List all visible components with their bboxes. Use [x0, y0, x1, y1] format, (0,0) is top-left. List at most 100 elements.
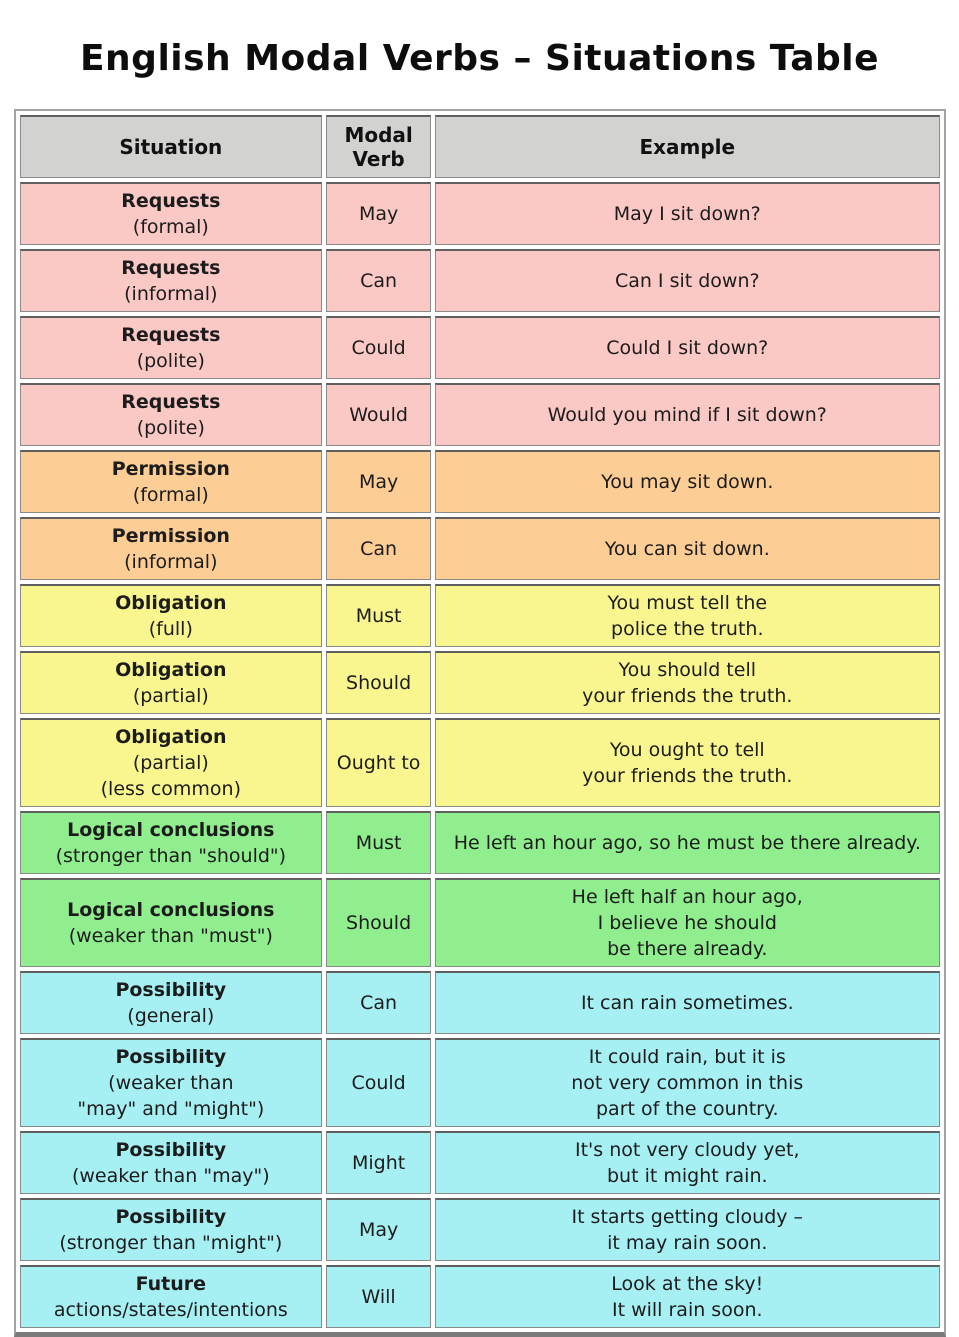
situation-label: Obligation	[115, 726, 227, 748]
situation-label: Possibility	[115, 1139, 227, 1161]
modal-verb-cell: Could	[326, 316, 432, 379]
situation-sublabel: (weaker than "may" and "might")	[77, 1072, 265, 1120]
situation-label: Requests	[121, 257, 221, 279]
example-cell: It's not very cloudy yet, but it might r…	[435, 1131, 940, 1194]
situation-sublabel: (informal)	[124, 283, 218, 305]
situation-label: Requests	[121, 324, 221, 346]
table-row: Requests (polite) Would Would you mind if I…	[19, 383, 940, 446]
situation-cell: Requests (informal)	[19, 249, 323, 312]
situation-sublabel: (polite)	[136, 350, 205, 372]
table-row: Possibility (stronger than "might") May It …	[19, 1198, 940, 1261]
modal-verb-cell: Ought to	[326, 718, 432, 807]
example-cell: It could rain, but it is not very common…	[435, 1038, 940, 1127]
header-row: Situation Modal Verb Example	[19, 115, 940, 178]
modal-verb-cell: Could	[326, 1038, 432, 1127]
situation-label: Possibility	[115, 1046, 227, 1068]
situation-cell: Future actions/states/intentions	[19, 1265, 323, 1328]
modal-verb-cell: Should	[326, 651, 432, 714]
table-row: Possibility (weaker than "may") Might It's …	[19, 1131, 940, 1194]
example-cell: You can sit down.	[435, 517, 940, 580]
example-cell: He left half an hour ago, I believe he s…	[435, 878, 940, 967]
situation-label: Permission	[111, 458, 230, 480]
example-cell: Look at the sky! It will rain soon.	[435, 1265, 940, 1328]
situation-sublabel: (formal)	[132, 484, 209, 506]
modal-verb-cell: Might	[326, 1131, 432, 1194]
modal-verb-cell: May	[326, 450, 432, 513]
modal-verb-cell: May	[326, 1198, 432, 1261]
table-row: Obligation (partial) (less common) Ought t…	[19, 718, 940, 807]
example-cell: You should tell your friends the truth.	[435, 651, 940, 714]
table-body: Requests (formal) May May I sit down? Reques…	[19, 182, 940, 1328]
situation-cell: Logical conclusions (weaker than "must")	[19, 878, 323, 967]
situation-cell: Requests (polite)	[19, 383, 323, 446]
situation-label: Logical conclusions	[67, 819, 275, 841]
modal-verb-cell: Must	[326, 811, 432, 874]
situation-sublabel: (weaker than "may")	[71, 1165, 270, 1187]
example-cell: May I sit down?	[435, 182, 940, 245]
col-header-modal-verb: Modal Verb	[326, 115, 432, 178]
situation-label: Permission	[111, 525, 230, 547]
situation-label: Obligation	[115, 592, 227, 614]
example-cell: Can I sit down?	[435, 249, 940, 312]
situation-cell: Possibility (weaker than "may" and "might…	[19, 1038, 323, 1127]
table-row: Logical conclusions (weaker than "must") S…	[19, 878, 940, 967]
situation-label: Possibility	[115, 979, 227, 1001]
situation-cell: Permission (informal)	[19, 517, 323, 580]
situation-sublabel: (polite)	[136, 417, 205, 439]
table-header: Situation Modal Verb Example	[19, 115, 940, 178]
table-row: Logical conclusions (stronger than "shoul…	[19, 811, 940, 874]
situation-label: Possibility	[115, 1206, 227, 1228]
modal-verb-cell: Must	[326, 584, 432, 647]
col-header-situation: Situation	[19, 115, 323, 178]
situation-sublabel: (weaker than "must")	[68, 925, 273, 947]
modal-verb-cell: Will	[326, 1265, 432, 1328]
example-cell: You must tell the police the truth.	[435, 584, 940, 647]
situation-sublabel: (stronger than "should")	[55, 845, 287, 867]
table-row: Obligation (full) Must You must tell the po…	[19, 584, 940, 647]
table-row: Permission (formal) May You may sit down.	[19, 450, 940, 513]
example-cell: It can rain sometimes.	[435, 971, 940, 1034]
situation-cell: Possibility (stronger than "might")	[19, 1198, 323, 1261]
table-row: Possibility (general) Can It can rain somet…	[19, 971, 940, 1034]
situation-label: Requests	[121, 190, 221, 212]
situation-cell: Obligation (full)	[19, 584, 323, 647]
situation-sublabel: (stronger than "might")	[59, 1232, 283, 1254]
situation-sublabel: (formal)	[132, 216, 209, 238]
table-row: Possibility (weaker than "may" and "might…	[19, 1038, 940, 1127]
situation-sublabel: actions/states/intentions	[53, 1299, 288, 1321]
situation-cell: Obligation (partial)	[19, 651, 323, 714]
situation-label: Future	[135, 1273, 207, 1295]
situation-sublabel: (partial)	[132, 685, 209, 707]
example-cell: You ought to tell your friends the truth…	[435, 718, 940, 807]
example-cell: Would you mind if I sit down?	[435, 383, 940, 446]
modal-verb-cell: Can	[326, 517, 432, 580]
situation-label: Requests	[121, 391, 221, 413]
modal-verb-cell: Should	[326, 878, 432, 967]
situation-cell: Permission (formal)	[19, 450, 323, 513]
situation-cell: Requests (formal)	[19, 182, 323, 245]
situation-sublabel: (full)	[148, 618, 193, 640]
situation-sublabel: (general)	[127, 1005, 215, 1027]
situation-cell: Possibility (weaker than "may")	[19, 1131, 323, 1194]
situation-sublabel: (informal)	[124, 551, 218, 573]
example-cell: Could I sit down?	[435, 316, 940, 379]
modal-verbs-table: Situation Modal Verb Example Requests (fo…	[13, 109, 946, 1337]
situation-label: Obligation	[115, 659, 227, 681]
situation-cell: Logical conclusions (stronger than "shoul…	[19, 811, 323, 874]
modal-verb-cell: Would	[326, 383, 432, 446]
table-row: Requests (formal) May May I sit down?	[19, 182, 940, 245]
table-row: Obligation (partial) Should You should tell…	[19, 651, 940, 714]
modal-verb-cell: Can	[326, 249, 432, 312]
modal-verb-cell: Can	[326, 971, 432, 1034]
table-row: Permission (informal) Can You can sit down.	[19, 517, 940, 580]
col-header-example: Example	[435, 115, 940, 178]
modal-verb-cell: May	[326, 182, 432, 245]
table-row: Requests (informal) Can Can I sit down?	[19, 249, 940, 312]
situation-label: Logical conclusions	[67, 899, 275, 921]
situation-cell: Possibility (general)	[19, 971, 323, 1034]
example-cell: It starts getting cloudy – it may rain s…	[435, 1198, 940, 1261]
situation-cell: Requests (polite)	[19, 316, 323, 379]
situation-sublabel: (partial) (less common)	[100, 752, 242, 800]
page-title: English Modal Verbs – Situations Table	[79, 38, 880, 79]
